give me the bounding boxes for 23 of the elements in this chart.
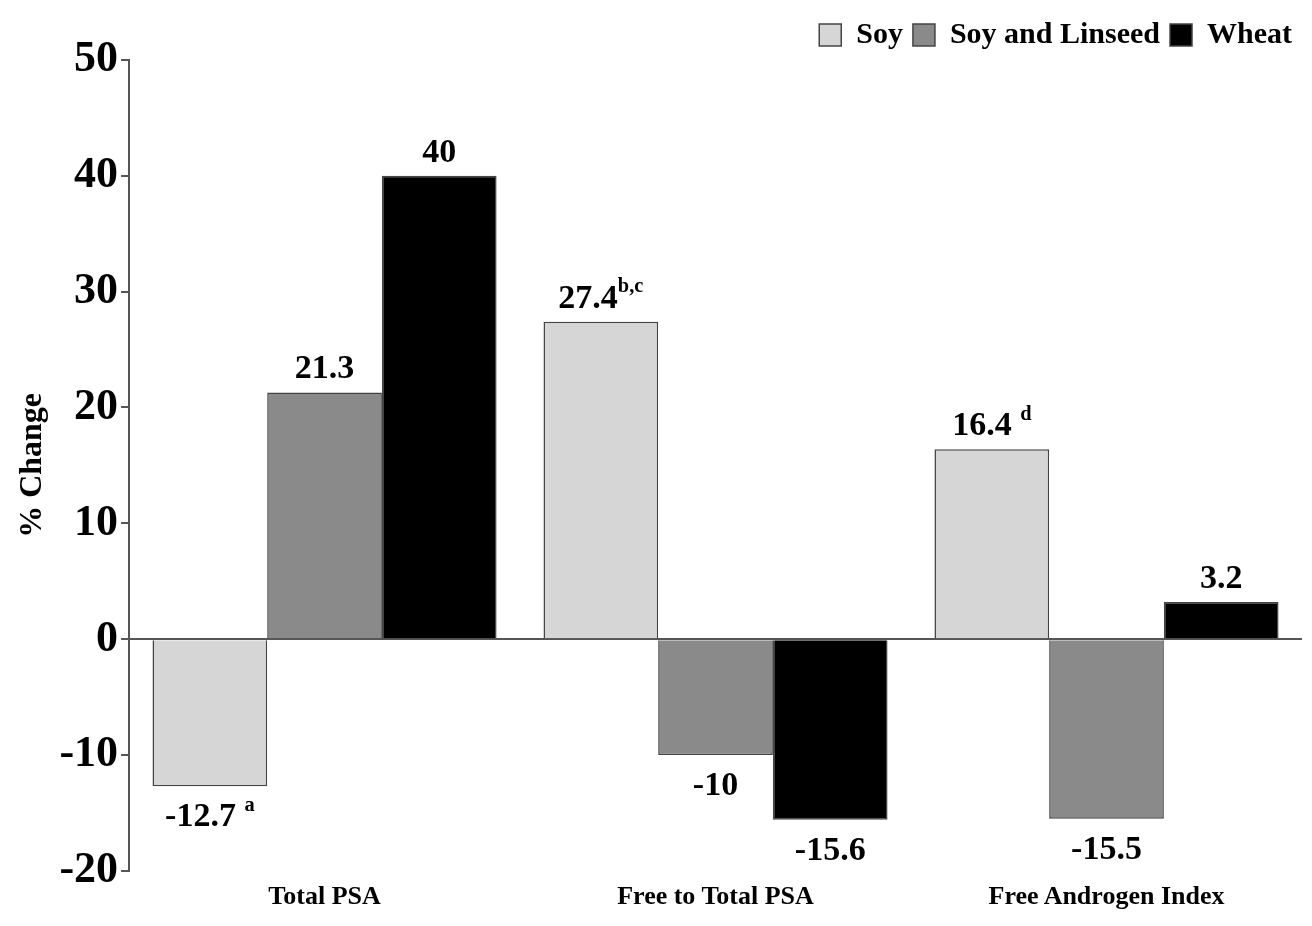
legend-label: Soy and Linseed	[949, 15, 1161, 49]
x-tick-label: Total PSA	[268, 881, 381, 911]
y-tick-label: 40	[74, 148, 119, 198]
data-label: 16.4 d	[952, 401, 1033, 443]
data-label: -15.6	[794, 829, 866, 867]
data-label: 40	[422, 131, 457, 169]
data-label: 3.2	[1199, 558, 1243, 596]
y-tick-label: -20	[59, 843, 119, 893]
data-label: 21.3	[294, 348, 355, 386]
legend-label: Soy	[856, 15, 903, 49]
data-label: -10	[692, 764, 739, 802]
y-tick-label: 10	[74, 495, 119, 545]
x-tick-label: Free Androgen Index	[988, 881, 1225, 911]
y-tick-label: 20	[74, 379, 119, 429]
legend-label: Wheat	[1207, 15, 1293, 49]
data-label: -15.5	[1071, 828, 1142, 866]
data-label: -12.7 a	[165, 792, 255, 834]
y-tick-label: 50	[74, 32, 119, 82]
x-tick-label: Free to Total PSA	[617, 881, 815, 911]
y-tick-label: 30	[74, 264, 119, 314]
y-tick-label: -10	[59, 727, 119, 777]
y-axis-title: % Change	[12, 392, 49, 538]
y-tick-label: 0	[96, 611, 119, 661]
